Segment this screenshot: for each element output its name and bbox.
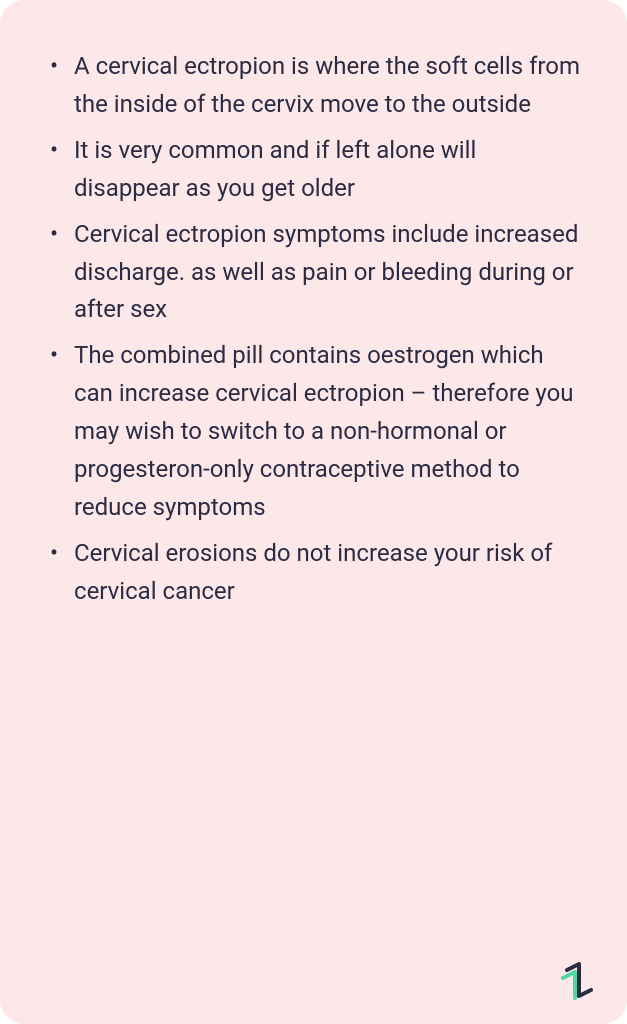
list-item: Cervical erosions do not increase your r… <box>44 535 583 611</box>
bullet-list: A cervical ectropion is where the soft c… <box>44 48 583 611</box>
logo-dark-stroke <box>567 964 591 996</box>
list-item: It is very common and if left alone will… <box>44 132 583 208</box>
list-item: The combined pill contains oestrogen whi… <box>44 337 583 527</box>
list-item: Cervical ectropion symptoms include incr… <box>44 216 583 330</box>
brand-logo-icon <box>559 960 599 1000</box>
logo-accent-stroke <box>563 972 575 998</box>
info-card: A cervical ectropion is where the soft c… <box>0 0 627 1024</box>
list-item: A cervical ectropion is where the soft c… <box>44 48 583 124</box>
